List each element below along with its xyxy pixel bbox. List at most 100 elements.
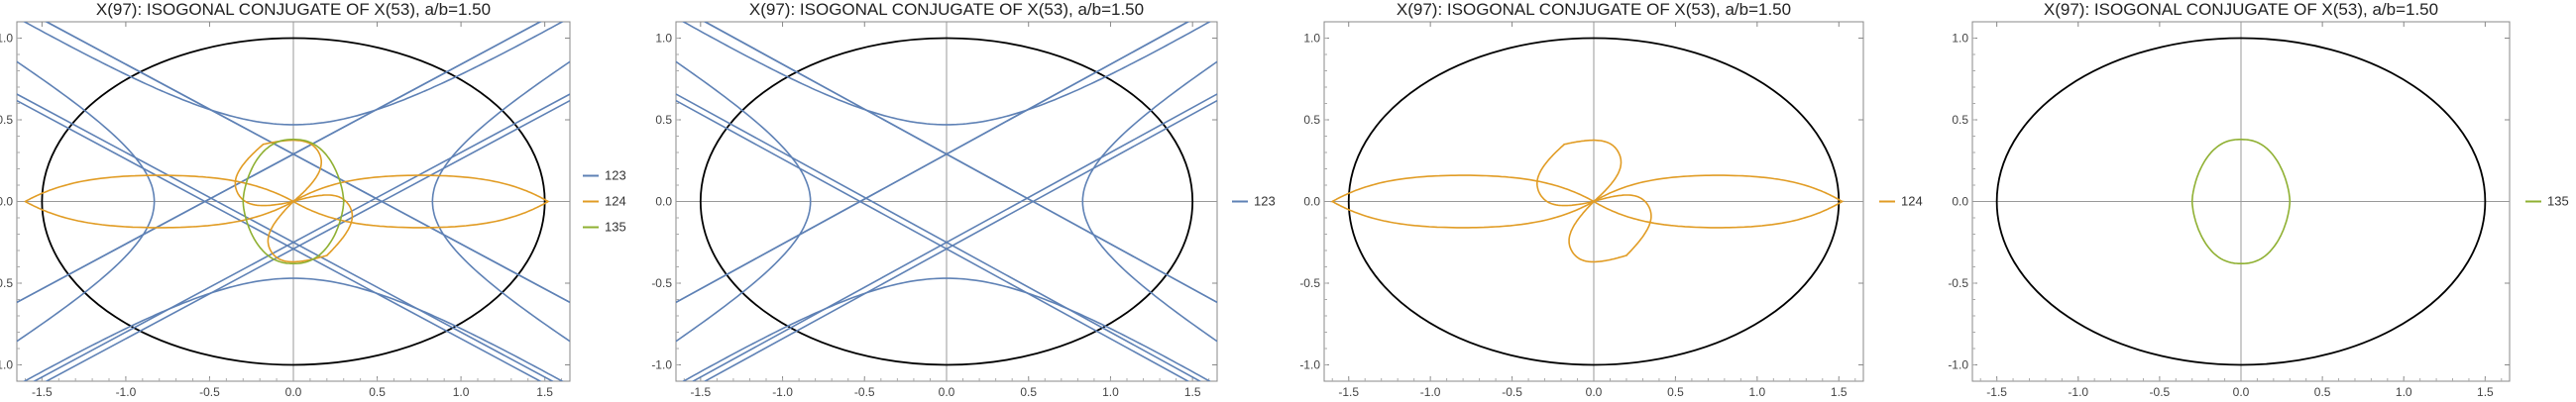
plot-area (17, 22, 570, 381)
x-tick-label: 0.0 (1586, 385, 1603, 399)
x-tick-label: 0.5 (1667, 385, 1684, 399)
crossing-line-parallel (45, 22, 570, 304)
plot-area (1972, 22, 2510, 381)
reference-ellipse (699, 37, 1194, 366)
y-tick-label: 1.0 (1303, 32, 1320, 46)
y-tick-label: -0.5 (0, 276, 13, 290)
lobe-loop (267, 194, 354, 263)
lobe-loop (1568, 194, 1652, 263)
x-tick-label: 0.0 (939, 385, 955, 399)
x-tick-label: 0.0 (285, 385, 302, 399)
legend-label: 124 (605, 194, 626, 209)
reference-ellipse (1995, 37, 2487, 366)
plot-area (1324, 22, 1863, 381)
hyperbola-branch-vertical (682, 277, 1211, 381)
x-tick-label: -1.0 (772, 385, 793, 399)
y-tick-label: -1.0 (1948, 358, 1968, 372)
legend-label: 124 (1901, 194, 1923, 209)
chart-panel-4: X(97): ISOGONAL CONJUGATE OF X(53), a/b=… (1948, 0, 2568, 399)
x-tick-label: -1.0 (2068, 385, 2088, 399)
y-tick-label: 0.0 (1952, 195, 1968, 209)
lobe-loop (1330, 174, 1596, 229)
x-tick-label: 1.5 (536, 385, 553, 399)
x-tick-label: 1.5 (2477, 385, 2494, 399)
hyperbola-branch-horizontal (17, 60, 156, 343)
hyperbola-branch-horizontal (431, 60, 570, 343)
x-tick-label: 1.0 (1102, 385, 1119, 399)
chart-title: X(97): ISOGONAL CONJUGATE OF X(53), a/b=… (96, 0, 491, 19)
series-123 (676, 22, 1217, 381)
plot-area (676, 22, 1217, 381)
series-135 (242, 139, 345, 264)
x-tick-label: -0.5 (1502, 385, 1522, 399)
oval-curve (2190, 139, 2292, 264)
x-tick-label: -1.0 (1420, 385, 1441, 399)
x-tick-label: -0.5 (854, 385, 875, 399)
crossing-line-parallel (703, 22, 1217, 304)
x-tick-label: 1.5 (1184, 385, 1201, 399)
legend-label: 123 (1254, 194, 1276, 209)
lobe-loop (1592, 174, 1845, 229)
chart-title: X(97): ISOGONAL CONJUGATE OF X(53), a/b=… (1397, 0, 1791, 19)
legend-label: 135 (2547, 194, 2569, 209)
chart-title: X(97): ISOGONAL CONJUGATE OF X(53), a/b=… (749, 0, 1144, 19)
y-tick-label: 0.0 (655, 195, 672, 209)
y-tick-label: -0.5 (651, 276, 672, 290)
chart-panel-3: X(97): ISOGONAL CONJUGATE OF X(53), a/b=… (1299, 0, 1922, 399)
x-tick-label: 0.5 (1020, 385, 1037, 399)
crossing-line (676, 99, 1190, 381)
lobe-loop (24, 174, 295, 229)
hyperbola-branch-vertical (682, 22, 1211, 126)
reference-ellipse (1347, 37, 1841, 366)
crossing-line-parallel (676, 93, 1202, 381)
legend-label: 135 (605, 220, 626, 235)
oval-curve (242, 139, 345, 264)
y-tick-label: 0.0 (0, 195, 13, 209)
x-tick-label: -1.5 (1338, 385, 1359, 399)
y-tick-label: -0.5 (1299, 276, 1320, 290)
x-tick-label: 0.0 (2233, 385, 2250, 399)
x-tick-label: -1.0 (116, 385, 137, 399)
x-tick-label: 1.5 (1831, 385, 1848, 399)
y-tick-label: 0.5 (655, 113, 672, 127)
y-tick-label: -1.0 (651, 358, 672, 372)
chart-panel-1: X(97): ISOGONAL CONJUGATE OF X(53), a/b=… (0, 0, 626, 399)
y-tick-label: 0.5 (0, 113, 13, 127)
y-tick-label: -1.0 (0, 358, 13, 372)
crossing-line-parallel (17, 93, 555, 381)
lobe-loop (1536, 139, 1623, 207)
lobe-loop (291, 174, 550, 229)
x-tick-label: 1.0 (453, 385, 470, 399)
legend-label: 123 (605, 168, 626, 183)
series-135 (2190, 139, 2292, 264)
x-tick-label: 1.0 (2396, 385, 2412, 399)
y-tick-label: 0.5 (1952, 113, 1968, 127)
x-tick-label: 0.5 (2314, 385, 2331, 399)
y-tick-label: -0.5 (1948, 276, 1968, 290)
x-tick-label: 0.5 (369, 385, 386, 399)
chart-panel-2: X(97): ISOGONAL CONJUGATE OF X(53), a/b=… (651, 0, 1276, 399)
x-tick-label: 1.0 (1749, 385, 1766, 399)
hyperbola-branch-vertical (23, 22, 564, 126)
y-tick-label: 0.5 (1303, 113, 1320, 127)
series-124 (1330, 139, 1845, 263)
reference-ellipse (41, 37, 546, 366)
x-tick-label: -1.5 (1986, 385, 2007, 399)
y-tick-label: 1.0 (0, 32, 13, 46)
hyperbola-branch-horizontal (1081, 60, 1217, 343)
crossing-line-parallel (32, 93, 570, 381)
series-124 (24, 139, 550, 263)
y-tick-label: -1.0 (1299, 358, 1320, 372)
y-tick-label: 1.0 (655, 32, 672, 46)
x-tick-label: -0.5 (199, 385, 220, 399)
crossing-line (17, 99, 542, 381)
hyperbola-branch-horizontal (676, 60, 812, 343)
y-tick-label: 0.0 (1303, 195, 1320, 209)
series-123 (17, 22, 570, 381)
lobe-loop (234, 139, 322, 207)
hyperbola-branch-vertical (23, 277, 564, 381)
x-tick-label: -1.5 (32, 385, 53, 399)
x-tick-label: -1.5 (690, 385, 711, 399)
chart-title: X(97): ISOGONAL CONJUGATE OF X(53), a/b=… (2044, 0, 2438, 19)
